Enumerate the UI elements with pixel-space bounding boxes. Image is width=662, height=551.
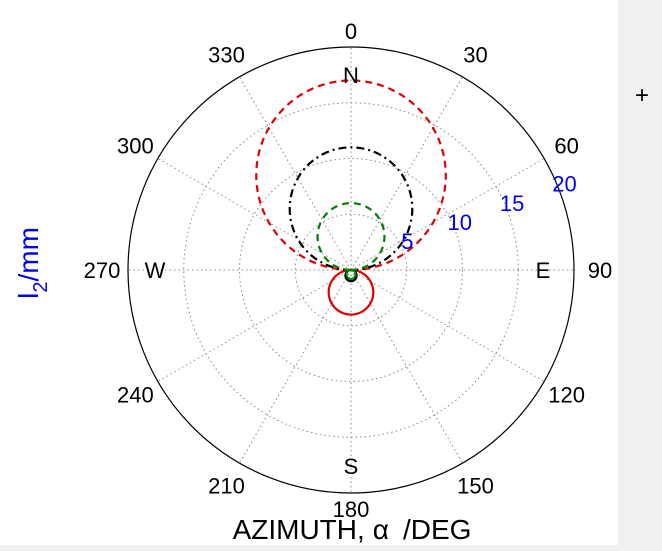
series-black-north bbox=[288, 146, 414, 272]
grid-spoke bbox=[157, 269, 352, 382]
grid-spoke bbox=[239, 269, 352, 464]
radial-tick-label: 10 bbox=[448, 210, 472, 235]
angle-tick-label: 180 bbox=[333, 497, 370, 522]
angle-tick-label: 150 bbox=[457, 474, 494, 499]
angle-tick-label: 330 bbox=[208, 42, 245, 67]
grid-spoke bbox=[350, 158, 545, 271]
series-red-north bbox=[255, 79, 447, 272]
angle-tick-label: 90 bbox=[588, 258, 612, 283]
angle-tick-label: 300 bbox=[117, 134, 154, 159]
angle-tick-label: 0 bbox=[345, 19, 357, 44]
compass-n: N bbox=[343, 63, 359, 88]
grid-spoke bbox=[157, 158, 352, 271]
grid-ring bbox=[239, 158, 463, 382]
angle-tick-label: 210 bbox=[208, 474, 245, 499]
series-green-south bbox=[345, 268, 357, 280]
tick-labels: 0 30 60 90 120 150 180 210 240 270 300 330 N E S W 5 10 15… bbox=[84, 19, 613, 522]
svg-text:l2/mm: l2/mm bbox=[13, 227, 52, 299]
y-axis-label: l2/mm bbox=[13, 227, 52, 299]
grid-spoke bbox=[350, 269, 545, 382]
radial-tick-label: 20 bbox=[552, 172, 576, 197]
grid-spoke bbox=[239, 76, 352, 271]
angle-tick-label: 270 bbox=[84, 258, 121, 283]
grid-spoke bbox=[350, 76, 463, 271]
polar-grid bbox=[127, 46, 575, 494]
y-label-unit: /mm bbox=[13, 227, 44, 281]
compass-w: W bbox=[145, 258, 166, 283]
x-label-unit: /DEG bbox=[403, 514, 471, 545]
grid-ring bbox=[127, 46, 575, 494]
series-red-south bbox=[327, 268, 375, 316]
radial-tick-label: 15 bbox=[500, 191, 524, 216]
x-axis-label: AZIMUTH, α/DEG bbox=[233, 514, 472, 545]
grid-spoke bbox=[350, 269, 463, 464]
grid-ring bbox=[294, 213, 408, 327]
compass-s: S bbox=[344, 454, 359, 479]
angle-tick-label: 240 bbox=[117, 383, 154, 408]
y-label-main: l bbox=[13, 293, 44, 299]
x-label-main: AZIMUTH, bbox=[233, 514, 365, 545]
radial-tick-label: 5 bbox=[401, 229, 413, 254]
x-label-symbol: α bbox=[373, 514, 389, 545]
angle-tick-label: 30 bbox=[463, 42, 487, 67]
series-layer bbox=[255, 79, 447, 316]
y-label-sub: 2 bbox=[30, 282, 52, 293]
compass-e: E bbox=[536, 258, 551, 283]
angle-tick-label: 60 bbox=[554, 134, 578, 159]
crosshair-marker: + bbox=[635, 82, 649, 109]
angle-tick-label: 120 bbox=[548, 383, 585, 408]
